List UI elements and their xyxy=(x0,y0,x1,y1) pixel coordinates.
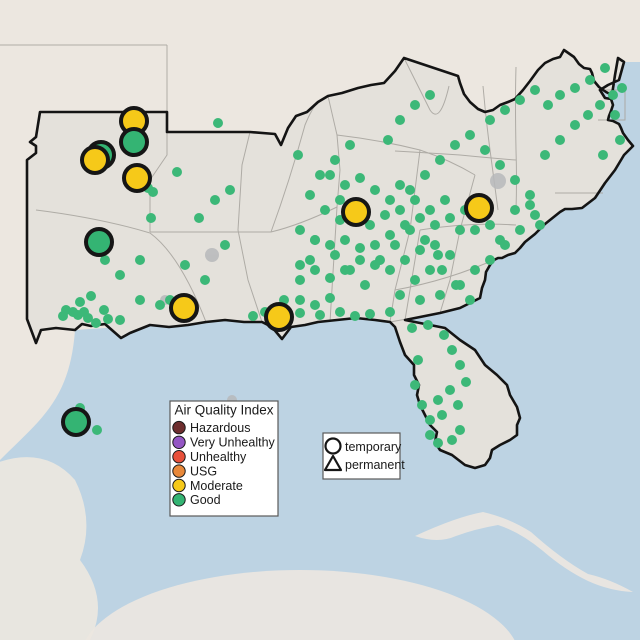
svg-text:temporary: temporary xyxy=(345,440,402,454)
svg-text:Good: Good xyxy=(190,493,221,507)
svg-text:Air Quality Index: Air Quality Index xyxy=(174,403,273,418)
svg-text:USG: USG xyxy=(190,465,217,479)
svg-text:Very Unhealthy: Very Unhealthy xyxy=(190,436,276,450)
svg-text:Hazardous: Hazardous xyxy=(190,421,250,435)
svg-text:Moderate: Moderate xyxy=(190,479,243,493)
svg-text:permanent: permanent xyxy=(345,458,405,472)
svg-text:Unhealthy: Unhealthy xyxy=(190,450,247,464)
